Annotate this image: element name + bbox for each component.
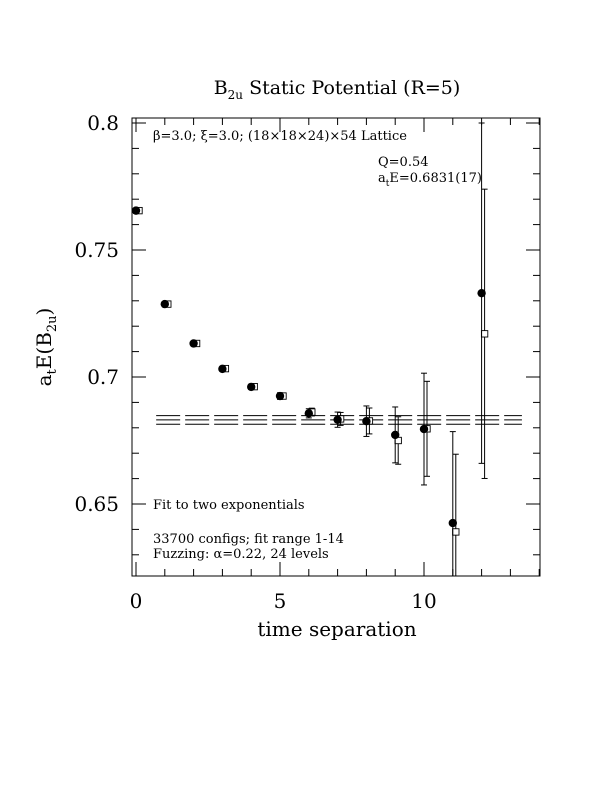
fuzzing-annotation: Fuzzing: α=0.22, 24 levels [153,547,329,562]
circle-point [189,339,198,348]
circle-point [131,206,141,215]
x-axis-label: time separation [257,617,416,641]
axis-ticks [132,118,540,576]
circle-point [419,372,429,486]
circle-point [275,391,285,401]
x-tick-label: 0 [130,589,143,613]
y-tick-label: 0.75 [74,238,119,262]
circle-point [247,382,256,392]
circle-point [304,408,313,419]
square-point [480,188,489,479]
y-tick-label: 0.8 [87,111,119,135]
fit-type-annotation: Fit to two exponentials [153,498,305,513]
energy-annotation: atE=0.6831(17) [378,171,482,189]
y-axis-label: atE(B2u) [32,308,60,387]
circle-point [391,406,400,464]
x-tick-label: 5 [274,589,287,613]
chart-title: B2u Static Potential (R=5) [214,77,461,102]
circle-point [477,122,486,464]
x-tick-label: 10 [411,589,436,613]
circle-point [333,411,342,428]
q-annotation: Q=0.54 [378,155,429,170]
lattice-annotation: β=3.0; ξ=3.0; (18×18×24)×54 Lattice [153,129,407,144]
y-tick-label: 0.65 [74,492,119,516]
plot-frame [131,117,541,577]
y-tick-label: 0.7 [87,365,119,389]
circle-point [448,431,457,577]
configs-annotation: 33700 configs; fit range 1-14 [153,532,344,547]
axis-tick-labels: 0 5 10 0.65 0.7 0.75 0.8 [74,111,436,613]
circle-point [218,364,227,374]
circle-point [160,299,169,309]
data-points [131,122,489,577]
circle-point [362,405,371,437]
